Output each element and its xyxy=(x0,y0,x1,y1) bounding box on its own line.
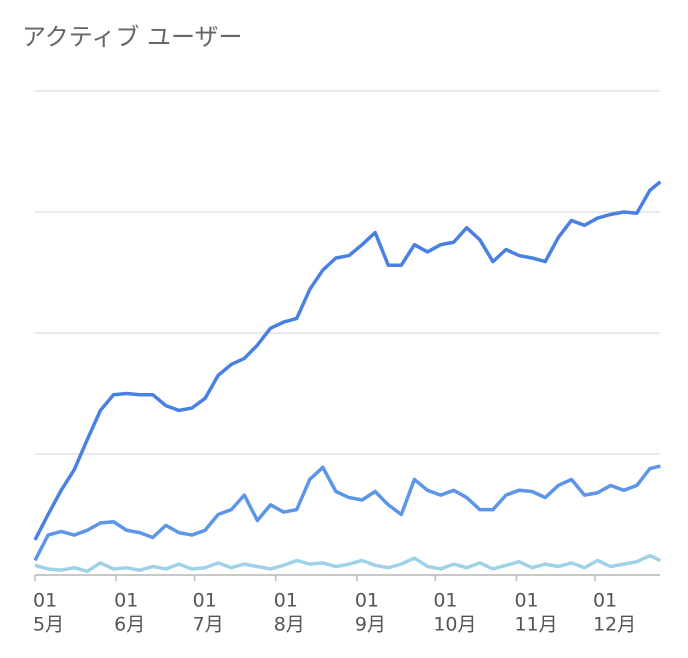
x-tick-month: 11月 xyxy=(514,614,557,636)
x-tick-month: 10月 xyxy=(433,614,476,636)
chart-title: アクティブ ユーザー xyxy=(22,23,243,51)
x-tick-month: 5月 xyxy=(33,614,64,636)
x-tick-month: 7月 xyxy=(193,614,224,636)
x-tick-label: 01 xyxy=(193,590,217,612)
x-tick-label: 01 xyxy=(33,590,57,612)
x-tick-month: 8月 xyxy=(274,614,305,636)
x-tick-label: 01 xyxy=(593,590,617,612)
x-tick-label: 01 xyxy=(274,590,298,612)
x-tick-label: 01 xyxy=(514,590,538,612)
series-line xyxy=(33,464,661,562)
x-tick-month: 6月 xyxy=(114,614,145,636)
x-tick-label: 01 xyxy=(114,590,138,612)
x-tick-month: 12月 xyxy=(593,614,636,636)
x-tick-month: 9月 xyxy=(355,614,386,636)
x-tick-label: 01 xyxy=(355,590,379,612)
x-tick-label: 01 xyxy=(433,590,457,612)
series-line xyxy=(34,553,662,574)
series-line xyxy=(33,180,662,541)
